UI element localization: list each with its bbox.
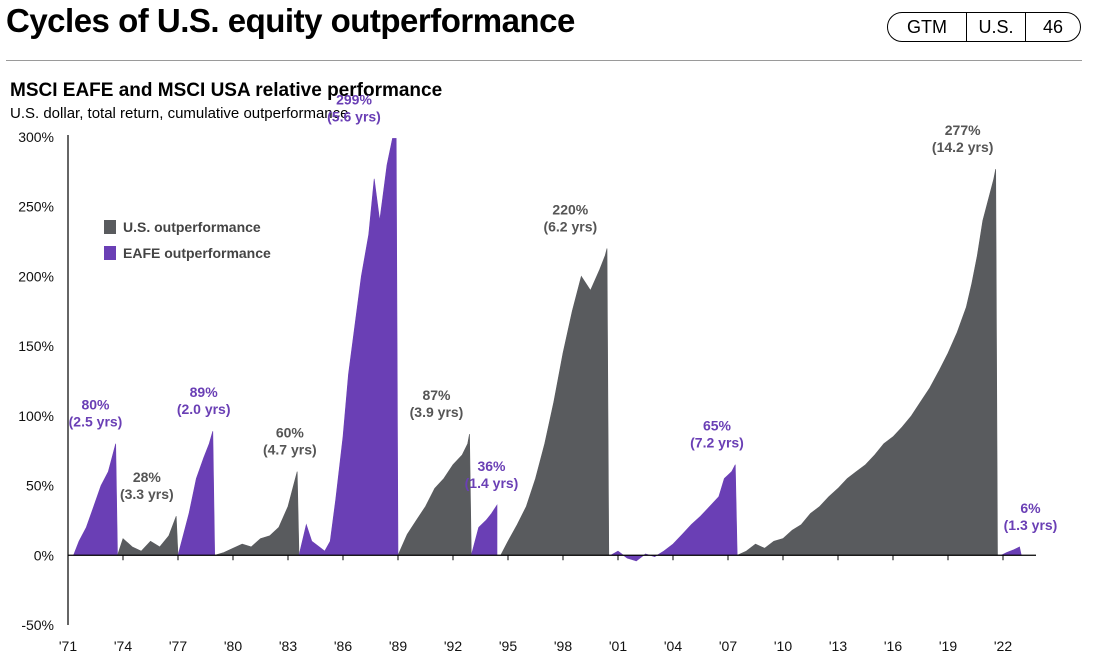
series-area-eafe-2 <box>177 431 216 556</box>
legend-swatch-us <box>104 220 116 234</box>
x-tick-label: '89 <box>389 638 407 654</box>
series-area-us-1 <box>117 516 179 556</box>
series-area-eafe-6 <box>470 504 498 556</box>
annotation-label-10: 6% <box>1020 500 1041 516</box>
annotation-label-1: 28% <box>133 469 162 485</box>
annotation-label-3: (4.7 yrs) <box>263 442 317 458</box>
x-tick-label: '92 <box>444 638 462 654</box>
x-tick-label: '22 <box>994 638 1012 654</box>
header-divider <box>6 60 1082 61</box>
y-tick-label: 300% <box>18 129 54 145</box>
annotation-label-5: (3.9 yrs) <box>410 404 464 420</box>
annotation-label-3: 60% <box>276 425 305 441</box>
x-tick-label: '07 <box>719 638 737 654</box>
x-tick-label: '71 <box>59 638 77 654</box>
annotation-label-6: 36% <box>477 458 506 474</box>
y-tick-label: 200% <box>18 268 54 284</box>
series-area-us-7 <box>500 248 610 556</box>
y-tick-label: 100% <box>18 408 54 424</box>
y-tick-label: 0% <box>34 547 54 563</box>
series-area-us-9 <box>737 169 998 556</box>
annotation-label-9: (14.2 yrs) <box>932 139 993 155</box>
x-tick-label: '86 <box>334 638 352 654</box>
x-tick-label: '01 <box>609 638 627 654</box>
annotation-label-4: 299% <box>336 91 372 107</box>
annotation-label-2: (2.0 yrs) <box>177 401 231 417</box>
annotation-label-10: (1.3 yrs) <box>1004 517 1058 533</box>
annotation-label-8: (7.2 yrs) <box>690 435 744 451</box>
series-area-eafe-8 <box>609 464 738 562</box>
chart-subtitle: U.S. dollar, total return, cumulative ou… <box>10 105 349 122</box>
x-tick-label: '74 <box>114 638 132 654</box>
legend-label-us: U.S. outperformance <box>123 219 261 235</box>
x-tick-label: '98 <box>554 638 572 654</box>
x-tick-label: '95 <box>499 638 517 654</box>
page-title: Cycles of U.S. equity outperformance <box>6 2 575 39</box>
series-area-eafe-10 <box>1001 546 1022 556</box>
legend-swatch-eafe <box>104 246 116 260</box>
annotation-label-5: 87% <box>422 387 451 403</box>
x-tick-label: '83 <box>279 638 297 654</box>
x-tick-label: '04 <box>664 638 682 654</box>
badge-page-number: 46 <box>1042 16 1064 37</box>
annotation-label-0: (2.5 yrs) <box>69 414 123 430</box>
annotation-label-0: 80% <box>81 397 110 413</box>
series-area-eafe-0 <box>73 443 118 556</box>
badge-gtm: GTM <box>888 13 967 41</box>
series-area-us-5 <box>397 433 472 556</box>
legend-label-eafe: EAFE outperformance <box>123 245 271 261</box>
series-area-us-3 <box>214 471 300 556</box>
annotation-label-1: (3.3 yrs) <box>120 486 174 502</box>
x-tick-label: '10 <box>774 638 792 654</box>
page-badge: GTM U.S. 46 <box>887 12 1081 42</box>
annotation-label-8: 65% <box>703 418 732 434</box>
x-tick-label: '19 <box>939 638 957 654</box>
badge-region: U.S. <box>967 13 1026 41</box>
chart-title: MSCI EAFE and MSCI USA relative performa… <box>10 80 443 101</box>
x-tick-label: '13 <box>829 638 847 654</box>
annotation-label-6: (1.4 yrs) <box>465 475 519 491</box>
x-tick-label: '77 <box>169 638 187 654</box>
x-tick-label: '80 <box>224 638 242 654</box>
x-tick-label: '16 <box>884 638 902 654</box>
annotation-label-9: 277% <box>945 122 981 138</box>
series-area-eafe-4 <box>298 138 399 556</box>
annotation-label-7: (6.2 yrs) <box>543 219 597 235</box>
y-tick-label: 250% <box>18 199 54 215</box>
annotation-label-7: 220% <box>552 202 588 218</box>
y-tick-label: 50% <box>26 478 54 494</box>
annotation-label-4: (5.6 yrs) <box>327 108 381 124</box>
annotation-label-2: 89% <box>190 384 219 400</box>
y-tick-label: 150% <box>18 338 54 354</box>
y-tick-label: -50% <box>21 617 54 633</box>
